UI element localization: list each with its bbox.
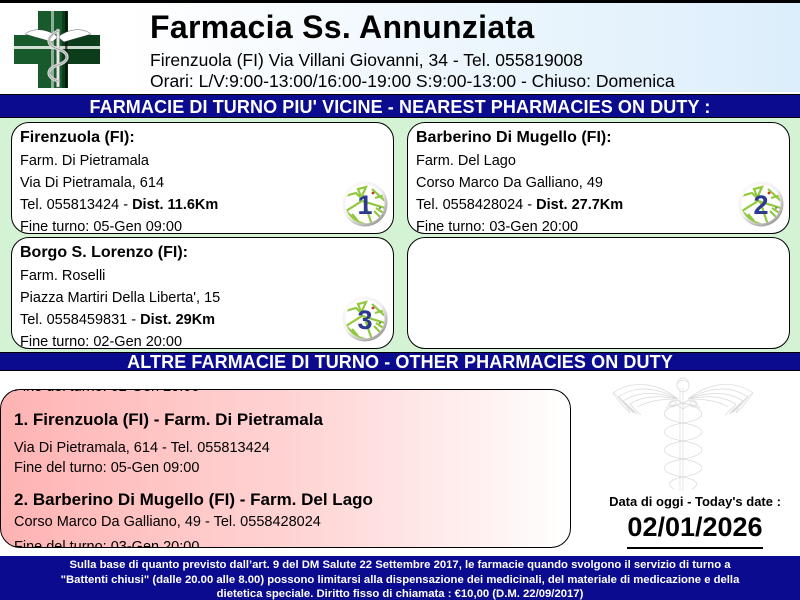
svg-text:3: 3 [357, 305, 372, 335]
svg-text:2: 2 [753, 190, 768, 220]
svg-text:1: 1 [357, 190, 372, 220]
